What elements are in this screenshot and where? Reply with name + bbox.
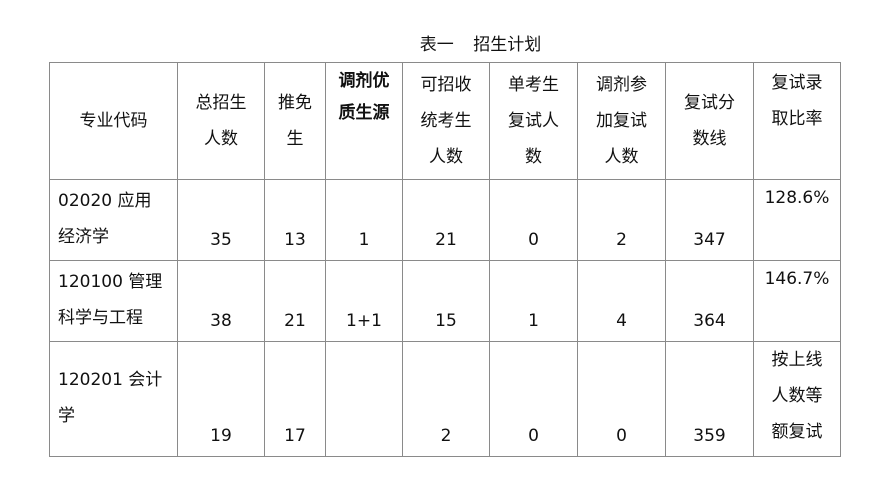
table-cell: 128.6%: [753, 179, 841, 261]
cell-major: 02020 应用 经济学: [49, 179, 178, 261]
table-cell: 15: [402, 260, 490, 342]
header-cell: 可招收 统考生 人数: [402, 62, 490, 180]
header-cell: 推免 生: [264, 62, 326, 180]
table-cell: 13: [264, 179, 326, 261]
table-cell: 0: [577, 341, 666, 457]
table-cell: 21: [402, 179, 490, 261]
table-cell: 19: [177, 341, 265, 457]
table-cell: 17: [264, 341, 326, 457]
table-cell: 2: [577, 179, 666, 261]
cell-major: 120201 会计 学: [49, 341, 178, 457]
table-cell: 1+1: [325, 260, 403, 342]
header-cell: 复试分 数线: [665, 62, 754, 180]
header-cell: 专业代码: [49, 62, 178, 180]
header-cell: 总招生 人数: [177, 62, 265, 180]
table-cell: 2: [402, 341, 490, 457]
enrollment-plan-table: 专业代码 总招生 人数 推免 生 调剂优 质生源 可招收 统考生 人数 单考生 …: [49, 62, 841, 457]
table-row: 02020 应用 经济学 35 13 1 21 0 2 347 128.6%: [49, 179, 841, 261]
table-cell: 347: [665, 179, 754, 261]
table-cell: 0: [489, 341, 578, 457]
header-cell: 调剂参 加复试 人数: [577, 62, 666, 180]
table-row: 120201 会计 学 19 17 2 0 0 359 按上线 人数等 额复试: [49, 341, 841, 457]
header-cell: 单考生 复试人 数: [489, 62, 578, 180]
table-cell: 1: [489, 260, 578, 342]
header-row: 专业代码 总招生 人数 推免 生 调剂优 质生源 可招收 统考生 人数 单考生 …: [49, 62, 841, 180]
table-cell: 359: [665, 341, 754, 457]
table-cell: 21: [264, 260, 326, 342]
header-cell: 调剂优 质生源: [325, 62, 403, 180]
table-cell: 4: [577, 260, 666, 342]
table-cell: 38: [177, 260, 265, 342]
table-title: 表一 招生计划: [419, 35, 542, 55]
table-cell: 146.7%: [753, 260, 841, 342]
cell-major: 120100 管理 科学与工程: [49, 260, 178, 342]
header-cell: 复试录 取比率: [753, 62, 841, 180]
table-cell: 1: [325, 179, 403, 261]
table-cell: [325, 341, 403, 457]
table-cell: 0: [489, 179, 578, 261]
table-cell: 35: [177, 179, 265, 261]
table-cell: 按上线 人数等 额复试: [753, 341, 841, 457]
table-cell: 364: [665, 260, 754, 342]
table-row: 120100 管理 科学与工程 38 21 1+1 15 1 4 364 146…: [49, 260, 841, 342]
